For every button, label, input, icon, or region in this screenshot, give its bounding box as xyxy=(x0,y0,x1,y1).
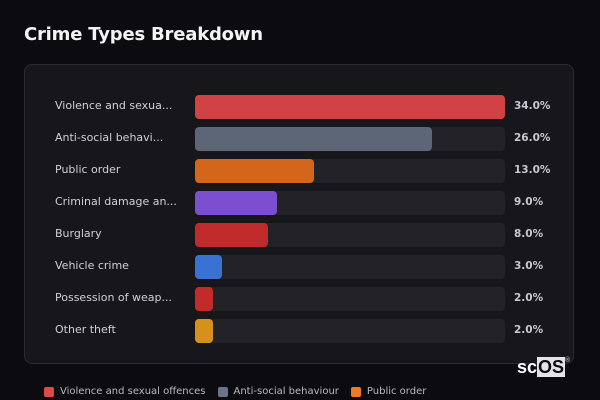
bar-track xyxy=(195,287,505,311)
bar-value: 9.0% xyxy=(514,196,544,208)
legend-swatch xyxy=(44,386,54,397)
bar-label: Violence and sexua... xyxy=(55,99,173,112)
legend-item[interactable]: Violence and sexual offences xyxy=(44,386,206,397)
bar-value: 2.0% xyxy=(514,324,544,336)
chart-card: Violence and sexua... 34.0% Anti-social be… xyxy=(24,64,574,364)
bar-label: Anti-social behavi... xyxy=(55,131,164,144)
bar-label: Criminal damage an... xyxy=(55,195,177,208)
bar-label: Possession of weap... xyxy=(55,291,172,304)
bar-value: 13.0% xyxy=(514,164,551,176)
bar-row: Burglary 8.0% xyxy=(25,223,575,247)
bar-fill[interactable] xyxy=(195,223,268,247)
bar-row: Violence and sexua... 34.0% xyxy=(25,95,575,119)
bar-fill[interactable] xyxy=(195,191,278,215)
bar-value: 2.0% xyxy=(514,292,544,304)
bar-fill[interactable] xyxy=(195,95,505,119)
bar-track xyxy=(195,191,505,215)
page-title: Crime Types Breakdown xyxy=(24,24,263,45)
bar-track xyxy=(195,95,505,119)
bar-value: 34.0% xyxy=(514,100,551,112)
bar-row: Criminal damage an... 9.0% xyxy=(25,191,575,215)
bar-track xyxy=(195,223,505,247)
logo-box: OS xyxy=(537,357,566,377)
bar-track xyxy=(195,255,505,279)
bar-value: 8.0% xyxy=(514,228,544,240)
bar-fill[interactable] xyxy=(195,127,433,151)
bar-value: 26.0% xyxy=(514,132,551,144)
bar-row: Public order 13.0% xyxy=(25,159,575,183)
legend-label: Violence and sexual offences xyxy=(60,386,206,397)
legend-label: Anti-social behaviour xyxy=(233,386,339,397)
bar-fill[interactable] xyxy=(195,287,214,311)
legend-swatch xyxy=(350,386,361,397)
bar-label: Burglary xyxy=(55,227,102,240)
legend-item[interactable]: Public order xyxy=(350,386,427,397)
bar-label: Vehicle crime xyxy=(55,259,129,272)
chart-legend: Violence and sexual offences Anti-social … xyxy=(44,386,426,397)
legend-swatch xyxy=(217,386,228,397)
registered-mark: ® xyxy=(565,357,571,364)
bar-label: Other theft xyxy=(55,323,116,336)
bar-track xyxy=(195,127,505,151)
bar-row: Vehicle crime 3.0% xyxy=(25,255,575,279)
bar-row: Other theft 2.0% xyxy=(25,319,575,343)
bar-fill[interactable] xyxy=(195,159,314,183)
bar-label: Public order xyxy=(55,163,121,176)
bar-track xyxy=(195,159,505,183)
bar-row: Possession of weap... 2.0% xyxy=(25,287,575,311)
bar-track xyxy=(195,319,505,343)
bar-value: 3.0% xyxy=(514,260,544,272)
bar-fill[interactable] xyxy=(195,319,214,343)
legend-item[interactable]: Anti-social behaviour xyxy=(217,386,339,397)
scos-logo: scOS® xyxy=(517,357,570,378)
logo-prefix: sc xyxy=(517,357,538,377)
legend-label: Public order xyxy=(366,386,427,397)
bar-row: Anti-social behavi... 26.0% xyxy=(25,127,575,151)
bar-fill[interactable] xyxy=(195,255,223,279)
